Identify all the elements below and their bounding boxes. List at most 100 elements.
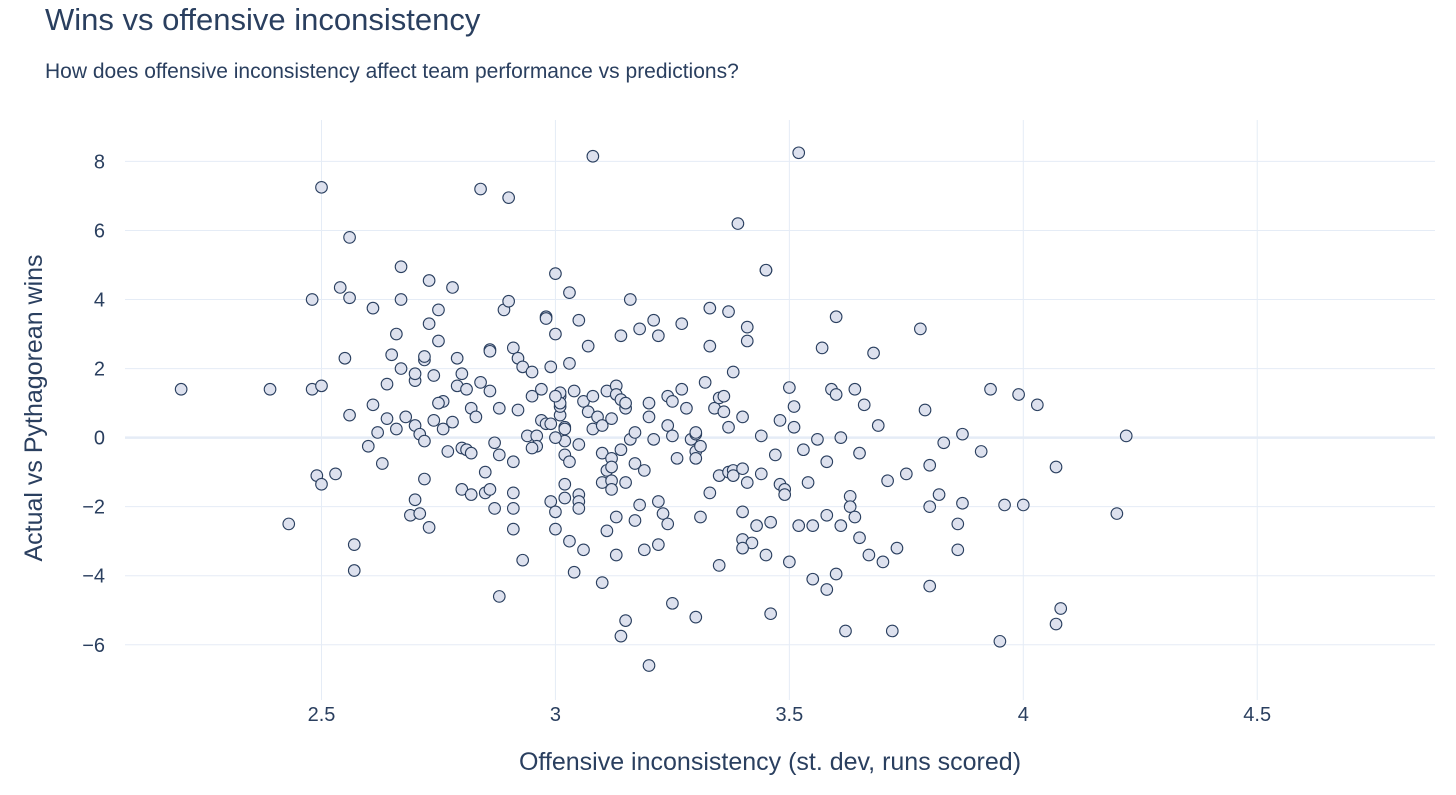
data-point[interactable]	[726, 469, 740, 482]
data-point[interactable]	[666, 429, 679, 443]
data-point[interactable]	[890, 541, 904, 555]
data-point[interactable]	[806, 572, 820, 586]
data-point[interactable]	[478, 465, 492, 479]
data-point[interactable]	[329, 467, 342, 481]
data-point[interactable]	[282, 517, 296, 531]
data-point[interactable]	[680, 401, 693, 415]
data-point[interactable]	[829, 388, 843, 401]
data-point[interactable]	[637, 464, 651, 477]
data-point[interactable]	[703, 486, 717, 500]
data-point[interactable]	[506, 522, 520, 536]
data-point[interactable]	[829, 567, 843, 581]
data-point[interactable]	[488, 502, 501, 515]
data-point[interactable]	[558, 477, 572, 491]
data-point[interactable]	[619, 396, 632, 410]
data-point[interactable]	[502, 191, 515, 205]
data-point[interactable]	[595, 419, 609, 432]
data-point[interactable]	[455, 367, 469, 381]
data-point[interactable]	[614, 629, 628, 643]
data-point[interactable]	[427, 369, 441, 382]
data-point[interactable]	[633, 498, 646, 512]
data-point[interactable]	[544, 417, 558, 431]
data-point[interactable]	[422, 274, 436, 287]
data-point[interactable]	[614, 443, 628, 457]
data-point[interactable]	[717, 389, 731, 403]
data-point[interactable]	[633, 322, 646, 336]
data-point[interactable]	[506, 455, 520, 469]
data-point[interactable]	[492, 448, 506, 462]
data-point[interactable]	[595, 576, 609, 589]
data-point[interactable]	[343, 291, 356, 305]
data-point[interactable]	[315, 477, 328, 491]
data-point[interactable]	[956, 427, 969, 441]
data-point[interactable]	[843, 500, 857, 514]
data-point[interactable]	[754, 429, 768, 443]
data-point[interactable]	[572, 313, 586, 327]
data-point[interactable]	[563, 357, 576, 370]
data-point[interactable]	[628, 426, 642, 439]
data-point[interactable]	[914, 322, 927, 336]
data-point[interactable]	[506, 502, 520, 515]
data-point[interactable]	[483, 344, 497, 358]
data-point[interactable]	[343, 408, 356, 422]
data-point[interactable]	[885, 624, 899, 638]
data-point[interactable]	[642, 659, 656, 672]
data-point[interactable]	[661, 517, 675, 531]
data-point[interactable]	[675, 382, 689, 396]
data-point[interactable]	[783, 555, 796, 569]
data-point[interactable]	[853, 446, 866, 460]
data-point[interactable]	[956, 496, 969, 510]
data-point[interactable]	[768, 448, 782, 462]
data-point[interactable]	[432, 396, 445, 410]
data-point[interactable]	[787, 420, 801, 434]
data-point[interactable]	[605, 412, 618, 425]
data-point[interactable]	[460, 382, 473, 396]
data-point[interactable]	[581, 339, 595, 353]
data-point[interactable]	[628, 457, 642, 470]
data-point[interactable]	[1049, 460, 1063, 474]
data-point[interactable]	[1012, 388, 1025, 401]
data-point[interactable]	[1016, 498, 1030, 512]
data-point[interactable]	[628, 514, 642, 527]
data-point[interactable]	[881, 474, 894, 488]
data-point[interactable]	[689, 426, 703, 439]
data-point[interactable]	[394, 362, 408, 375]
data-point[interactable]	[488, 436, 501, 450]
data-point[interactable]	[647, 432, 661, 446]
data-point[interactable]	[347, 564, 361, 577]
data-point[interactable]	[380, 412, 394, 425]
data-point[interactable]	[422, 521, 436, 534]
data-point[interactable]	[511, 403, 525, 417]
data-point[interactable]	[446, 281, 459, 294]
data-point[interactable]	[408, 367, 422, 381]
data-point[interactable]	[614, 329, 628, 343]
data-point[interactable]	[413, 507, 427, 520]
data-point[interactable]	[525, 389, 539, 403]
data-point[interactable]	[305, 293, 319, 306]
data-point[interactable]	[390, 422, 403, 436]
data-point[interactable]	[797, 443, 810, 457]
data-point[interactable]	[834, 519, 848, 533]
data-point[interactable]	[502, 294, 515, 308]
data-point[interactable]	[731, 217, 745, 230]
data-point[interactable]	[923, 579, 937, 593]
data-point[interactable]	[380, 377, 394, 391]
data-point[interactable]	[366, 301, 380, 315]
data-point[interactable]	[689, 451, 703, 465]
data-point[interactable]	[932, 488, 946, 501]
data-point[interactable]	[446, 415, 459, 429]
data-point[interactable]	[703, 301, 717, 315]
data-point[interactable]	[333, 281, 347, 294]
data-point[interactable]	[619, 614, 632, 627]
data-point[interactable]	[1110, 507, 1124, 520]
data-point[interactable]	[740, 320, 754, 334]
data-point[interactable]	[427, 414, 441, 427]
data-point[interactable]	[694, 439, 707, 453]
data-point[interactable]	[670, 451, 684, 465]
data-point[interactable]	[558, 491, 572, 505]
data-point[interactable]	[984, 382, 997, 396]
data-point[interactable]	[506, 486, 520, 500]
data-point[interactable]	[899, 467, 913, 481]
data-point[interactable]	[642, 410, 656, 424]
data-point[interactable]	[759, 548, 773, 562]
